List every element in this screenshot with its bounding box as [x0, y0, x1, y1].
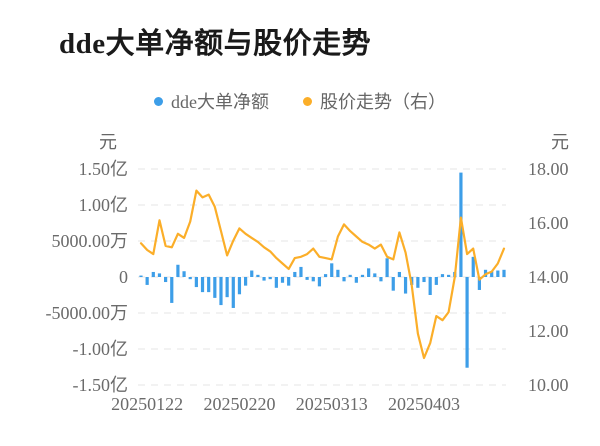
legend-item-price[interactable]: 股价走势（右）	[303, 88, 446, 114]
net-amount-bar	[391, 277, 395, 291]
net-amount-bar	[262, 277, 266, 281]
net-amount-bar	[477, 277, 481, 290]
net-amount-bar	[200, 277, 205, 293]
net-amount-bar	[342, 277, 346, 282]
legend-item-dde[interactable]: dde大单净额	[154, 88, 269, 114]
legend: dde大单净额 股价走势（右）	[0, 88, 600, 114]
net-amount-bar	[336, 269, 340, 277]
net-amount-bar	[225, 277, 229, 298]
left-axis-tick: 5000.00万	[51, 231, 129, 251]
net-amount-bar	[428, 277, 432, 295]
net-amount-bar	[465, 277, 469, 368]
left-axis-unit: 元	[99, 132, 117, 152]
net-amount-bar	[385, 258, 389, 277]
net-amount-bar	[243, 277, 248, 286]
net-amount-bar	[139, 275, 143, 277]
net-amount-bar	[434, 277, 438, 285]
net-amount-bar	[287, 277, 291, 286]
net-amount-bar	[268, 277, 272, 280]
net-amount-bar	[250, 270, 254, 277]
net-amount-bar	[317, 277, 322, 287]
net-amount-bar	[293, 271, 297, 277]
right-axis-tick: 10.00	[528, 375, 569, 395]
net-amount-bar	[176, 264, 180, 277]
left-axis-tick: 0	[119, 267, 128, 287]
net-amount-bar	[502, 269, 506, 277]
net-amount-bar	[403, 277, 408, 294]
legend-dot-icon	[154, 96, 163, 106]
net-amount-bar	[373, 273, 377, 277]
left-axis-tick: -1.00亿	[72, 339, 129, 359]
net-amount-bar	[256, 274, 260, 277]
left-axis-tick: -1.50亿	[72, 375, 129, 395]
net-amount-bar	[194, 277, 198, 288]
right-axis-tick: 16.00	[528, 213, 569, 233]
x-axis-tick: 20250313	[295, 394, 368, 414]
left-axis-tick: -5000.00万	[45, 303, 129, 323]
chart-title: dde大单净额与股价走势	[59, 28, 372, 60]
x-axis-tick: 20250220	[203, 394, 276, 414]
net-amount-bar	[188, 277, 192, 280]
net-amount-bar	[219, 277, 223, 306]
net-amount-bar	[354, 277, 358, 283]
net-amount-bar	[323, 274, 328, 277]
net-amount-bar	[440, 274, 445, 277]
net-amount-bar	[164, 277, 168, 283]
x-axis-tick: 20250403	[388, 394, 461, 414]
x-axis-tick: 20250122	[111, 394, 184, 414]
net-amount-bar	[305, 277, 309, 280]
net-amount-bar	[280, 277, 285, 283]
legend-label: 股价走势（右）	[320, 92, 446, 112]
net-amount-bar	[367, 268, 371, 277]
net-amount-bar	[490, 271, 494, 277]
net-amount-bar	[213, 277, 217, 298]
left-axis-tick: 1.50亿	[78, 159, 129, 179]
right-axis-unit: 元	[551, 132, 569, 152]
left-axis-tick: 1.00亿	[78, 195, 129, 215]
net-amount-bar	[274, 277, 278, 288]
legend-dot-icon	[303, 96, 312, 106]
net-amount-bar	[207, 277, 211, 293]
net-amount-bar	[348, 274, 352, 277]
net-amount-bar	[299, 266, 303, 277]
net-amount-bar	[471, 256, 475, 277]
net-amount-bar	[422, 277, 426, 283]
net-amount-bar	[379, 277, 383, 282]
right-axis-tick: 12.00	[528, 321, 569, 341]
net-amount-bar	[182, 271, 186, 277]
net-amount-bar	[397, 271, 402, 277]
net-amount-bar	[330, 263, 334, 277]
net-amount-bar	[237, 277, 242, 295]
net-amount-bar	[496, 270, 500, 277]
right-axis-tick: 14.00	[528, 267, 569, 287]
net-amount-bar	[416, 277, 420, 288]
net-amount-bar	[231, 277, 235, 308]
net-amount-bar	[311, 277, 315, 282]
net-amount-bar	[145, 277, 149, 285]
net-amount-bar	[447, 274, 451, 277]
net-amount-bar	[360, 274, 365, 277]
price-line	[139, 189, 506, 360]
right-axis-tick: 18.00	[528, 159, 569, 179]
net-amount-bar	[170, 277, 174, 303]
net-amount-bar	[157, 273, 162, 277]
legend-label: dde大单净额	[171, 92, 269, 112]
net-amount-bar	[151, 271, 155, 277]
